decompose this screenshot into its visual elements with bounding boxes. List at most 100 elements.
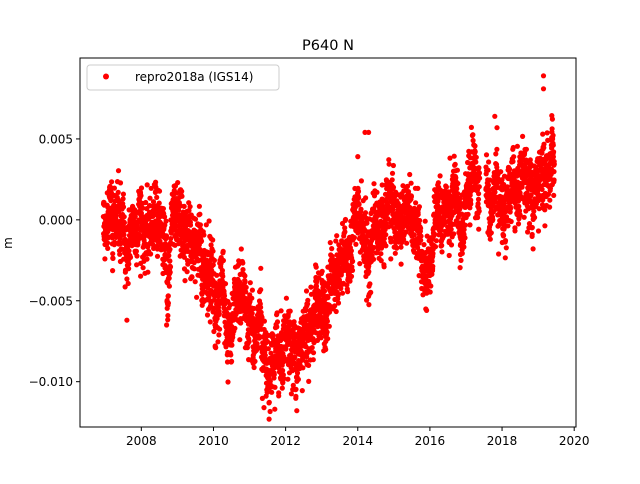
data-point bbox=[510, 144, 516, 151]
data-point bbox=[531, 208, 537, 214]
data-point bbox=[411, 232, 417, 238]
data-point bbox=[258, 265, 264, 271]
data-point bbox=[288, 391, 294, 397]
data-point bbox=[120, 191, 126, 197]
data-point bbox=[455, 180, 461, 187]
data-point bbox=[167, 246, 173, 252]
data-point bbox=[269, 389, 275, 395]
data-point bbox=[418, 233, 424, 239]
data-point bbox=[113, 234, 119, 240]
x-tick-label: 2014 bbox=[342, 434, 373, 448]
data-point bbox=[451, 153, 457, 159]
data-point bbox=[247, 280, 253, 286]
x-tick-label: 2012 bbox=[270, 434, 301, 448]
data-point bbox=[415, 185, 421, 191]
data-point bbox=[203, 222, 209, 228]
data-point bbox=[211, 257, 217, 263]
data-point bbox=[452, 161, 458, 167]
data-point bbox=[268, 350, 274, 356]
data-point bbox=[165, 313, 171, 319]
data-point bbox=[355, 188, 362, 195]
data-point bbox=[527, 157, 533, 163]
data-point bbox=[198, 238, 205, 244]
data-point bbox=[187, 204, 193, 210]
data-point bbox=[110, 255, 116, 261]
data-point bbox=[216, 311, 222, 317]
data-point bbox=[208, 242, 214, 248]
data-point bbox=[417, 217, 423, 224]
data-point bbox=[401, 236, 407, 243]
data-point bbox=[213, 345, 219, 351]
data-point bbox=[267, 408, 273, 415]
data-point bbox=[448, 226, 454, 232]
data-point bbox=[476, 191, 482, 197]
data-point bbox=[418, 237, 424, 243]
data-point bbox=[454, 186, 460, 192]
data-point bbox=[521, 214, 527, 220]
data-point bbox=[446, 238, 452, 244]
data-point bbox=[278, 308, 284, 314]
data-point bbox=[294, 408, 300, 414]
data-point bbox=[390, 184, 397, 190]
data-point bbox=[483, 152, 490, 158]
data-point bbox=[544, 130, 550, 136]
data-point bbox=[217, 326, 223, 332]
data-point bbox=[428, 283, 434, 289]
data-point bbox=[229, 342, 235, 348]
data-point bbox=[381, 264, 387, 270]
data-point bbox=[351, 235, 357, 241]
data-point bbox=[467, 222, 473, 228]
data-point bbox=[458, 257, 464, 263]
data-point bbox=[115, 189, 121, 195]
data-point bbox=[121, 220, 127, 226]
data-point bbox=[283, 295, 289, 301]
data-point bbox=[187, 222, 194, 228]
data-point bbox=[470, 132, 476, 138]
data-point bbox=[335, 291, 341, 298]
data-point bbox=[132, 214, 138, 220]
data-point bbox=[325, 295, 331, 301]
data-point bbox=[264, 339, 271, 345]
data-point bbox=[515, 221, 522, 227]
data-point bbox=[486, 159, 492, 165]
data-point bbox=[427, 289, 433, 295]
data-point bbox=[487, 177, 493, 183]
data-point bbox=[404, 240, 410, 246]
data-point bbox=[262, 352, 268, 358]
data-point bbox=[344, 282, 350, 288]
data-point bbox=[140, 205, 146, 211]
data-point bbox=[549, 126, 555, 132]
data-point bbox=[422, 218, 428, 224]
data-point bbox=[421, 242, 427, 248]
data-point bbox=[222, 281, 229, 287]
data-point bbox=[333, 238, 339, 244]
data-point bbox=[520, 133, 526, 139]
data-point bbox=[175, 180, 181, 186]
data-point bbox=[249, 310, 255, 316]
data-point bbox=[408, 194, 414, 200]
data-point bbox=[249, 295, 255, 301]
data-point bbox=[329, 246, 335, 252]
data-point bbox=[210, 237, 216, 243]
data-point bbox=[305, 297, 311, 303]
data-point bbox=[540, 73, 547, 79]
data-point bbox=[285, 376, 291, 382]
data-point bbox=[300, 365, 306, 371]
data-point bbox=[166, 283, 172, 289]
data-point bbox=[210, 262, 216, 268]
data-point bbox=[392, 250, 398, 256]
data-point bbox=[418, 225, 424, 231]
data-point bbox=[398, 261, 404, 267]
data-point bbox=[536, 206, 542, 212]
data-point bbox=[201, 232, 207, 238]
data-point bbox=[211, 328, 217, 335]
data-point bbox=[108, 198, 114, 204]
data-point bbox=[514, 143, 521, 149]
data-point bbox=[547, 197, 553, 203]
data-point bbox=[126, 266, 132, 272]
data-point bbox=[306, 362, 312, 368]
data-point bbox=[124, 317, 130, 323]
data-point bbox=[488, 230, 494, 236]
data-point bbox=[144, 182, 150, 188]
data-point bbox=[127, 254, 134, 260]
